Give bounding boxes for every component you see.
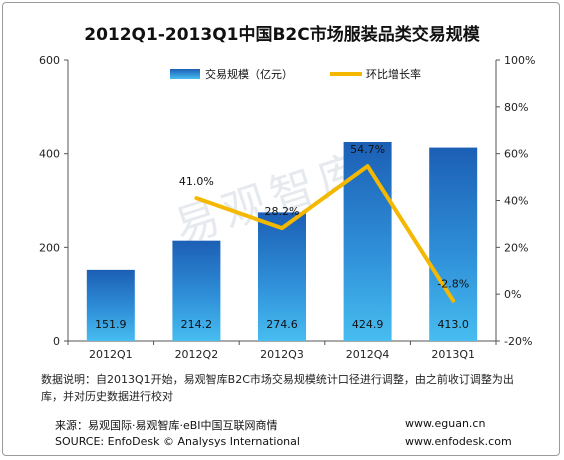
- growth-point: [280, 226, 284, 230]
- source-url-1[interactable]: www.eguan.cn: [405, 417, 486, 430]
- legend-line-label: 环比增长率: [366, 67, 421, 81]
- x-tick-label: 2012Q2: [175, 348, 219, 361]
- bar-value-label: 214.2: [181, 318, 213, 331]
- y-left-tick-label: 400: [39, 148, 60, 161]
- legend-bar-swatch: [170, 69, 200, 79]
- growth-point: [366, 164, 370, 168]
- growth-value-label: 28.2%: [265, 205, 300, 218]
- growth-value-label: 41.0%: [179, 175, 214, 188]
- growth-value-label: -2.8%: [437, 278, 469, 291]
- growth-point: [451, 299, 455, 303]
- x-tick-label: 2012Q4: [346, 348, 390, 361]
- bar: [172, 240, 221, 341]
- bar: [258, 212, 306, 341]
- source-cn: 来源：易观国际·易观智库·eBI中国互联网商情: [55, 419, 278, 432]
- legend: 交易规模（亿元） 环比增长率: [170, 67, 421, 81]
- source-en: SOURCE: EnfoDesk © Analysys Internationa…: [55, 435, 300, 448]
- growth-value-label: 54.7%: [350, 143, 385, 156]
- chart: 2012Q1-2013Q1中国B2C市场服装品类交易规模 易观智库 020040…: [39, 24, 535, 361]
- bar-value-label: 424.9: [352, 318, 384, 331]
- x-tick-label: 2012Q3: [260, 348, 304, 361]
- legend-bar-label: 交易规模（亿元）: [205, 67, 293, 81]
- y-left-tick-label: 200: [39, 241, 60, 254]
- note-line-1: 数据说明：自2013Q1开始，易观智库B2C市场交易规模统计口径进行调整，由之前…: [41, 373, 514, 386]
- y-right-tick-label: 20%: [504, 241, 528, 254]
- bar-value-label: 274.6: [266, 318, 298, 331]
- bar: [86, 269, 135, 341]
- y-left-tick-label: 0: [53, 335, 60, 348]
- y-right-tick-label: 100%: [504, 54, 535, 67]
- y-right-tick-label: 60%: [504, 148, 528, 161]
- note-line-2: 库，并对历史数据进行校对: [41, 390, 173, 403]
- source-url-2[interactable]: www.enfodesk.com: [405, 435, 512, 448]
- chart-frame: 2012Q1-2013Q1中国B2C市场服装品类交易规模 易观智库 0 200 40…: [2, 2, 560, 456]
- x-tick-label: 2012Q1: [89, 348, 133, 361]
- bar-value-label: 413.0: [437, 318, 469, 331]
- y-right-tick-label: -20%: [504, 335, 532, 348]
- growth-line: [194, 164, 456, 303]
- y-left-tick-label: 600: [39, 54, 60, 67]
- growth-point: [194, 196, 198, 200]
- bar: [429, 147, 478, 341]
- chart-title: 2012Q1-2013Q1中国B2C市场服装品类交易规模: [84, 24, 481, 45]
- y-right-tick-label: 80%: [504, 101, 528, 114]
- plot-area: 0 200 400 600 -20% 0% 20% 40% 60% 80% 100% 2012Q1 20…: [39, 54, 535, 361]
- y-right-tick-label: 0%: [504, 288, 521, 301]
- bar-value-label: 151.9: [95, 318, 127, 331]
- x-tick-label: 2013Q1: [431, 348, 475, 361]
- bar: [343, 142, 392, 341]
- y-right-tick-label: 40%: [504, 195, 528, 208]
